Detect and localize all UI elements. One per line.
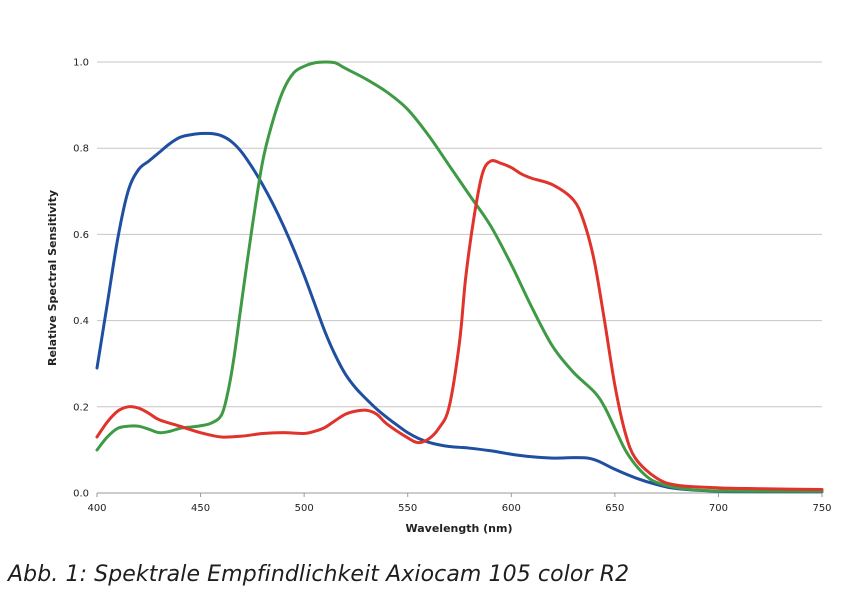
blue-channel-line [95, 131, 824, 494]
x-axis-title: Wavelength (nm) [406, 522, 513, 535]
spectral-sensitivity-chart: 0.0 0.2 0.4 0.6 0.8 1.0 400 450 500 550 600 650 700 7… [46, 58, 832, 536]
y-tick-label: 1.0 [73, 58, 89, 69]
x-tick-label: 600 [502, 503, 521, 514]
y-tick-label: 0.6 [73, 230, 89, 241]
x-tick-label: 450 [191, 503, 210, 514]
red-channel-line [95, 159, 824, 492]
x-tick-label: 750 [812, 503, 831, 514]
x-tick-label: 650 [605, 503, 624, 514]
figure-caption: Abb. 1: Spektrale Empfindlichkeit Axioca… [8, 562, 630, 587]
series-lines [95, 60, 824, 494]
y-tick-label: 0.0 [73, 489, 89, 500]
y-tick-label: 0.2 [73, 402, 89, 413]
green-channel-line [95, 60, 824, 493]
x-tick-label: 700 [709, 503, 728, 514]
gridlines [96, 61, 823, 497]
x-tick-label: 550 [398, 503, 417, 514]
x-tick-label: 500 [295, 503, 314, 514]
tick-labels: 0.0 0.2 0.4 0.6 0.8 1.0 400 450 500 550 600 650 700 7… [73, 58, 831, 515]
y-axis-title: Relative Spectral Sensitivity [46, 190, 59, 366]
y-tick-label: 0.8 [73, 144, 89, 155]
y-tick-label: 0.4 [73, 316, 89, 327]
x-tick-label: 400 [87, 503, 106, 514]
